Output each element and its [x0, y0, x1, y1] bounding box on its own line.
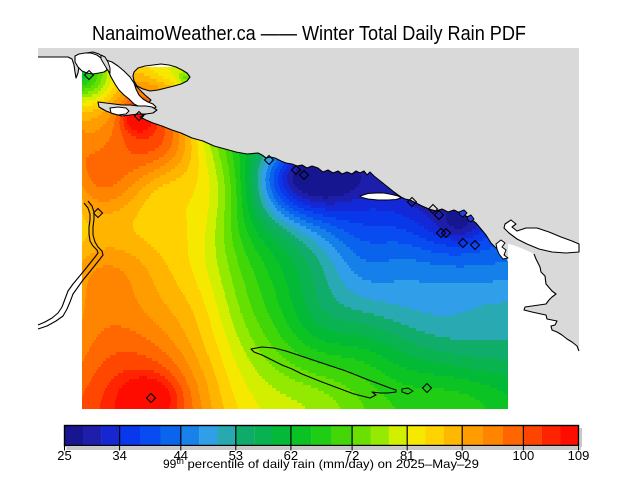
svg-text:34: 34 [112, 448, 126, 463]
svg-text:72: 72 [345, 448, 359, 463]
svg-text:99th percentile of daily rain: 99th percentile of daily rain (mm/day) o… [163, 456, 479, 471]
svg-text:100: 100 [513, 448, 535, 463]
svg-text:90: 90 [455, 448, 469, 463]
svg-text:53: 53 [229, 448, 243, 463]
svg-text:25: 25 [57, 448, 71, 463]
svg-text:81: 81 [400, 448, 414, 463]
svg-text:NanaimoWeather.ca —— Winter To: NanaimoWeather.ca —— Winter Total Daily … [92, 23, 526, 45]
svg-text:44: 44 [174, 448, 188, 463]
svg-text:62: 62 [284, 448, 298, 463]
svg-text:109: 109 [568, 448, 590, 463]
